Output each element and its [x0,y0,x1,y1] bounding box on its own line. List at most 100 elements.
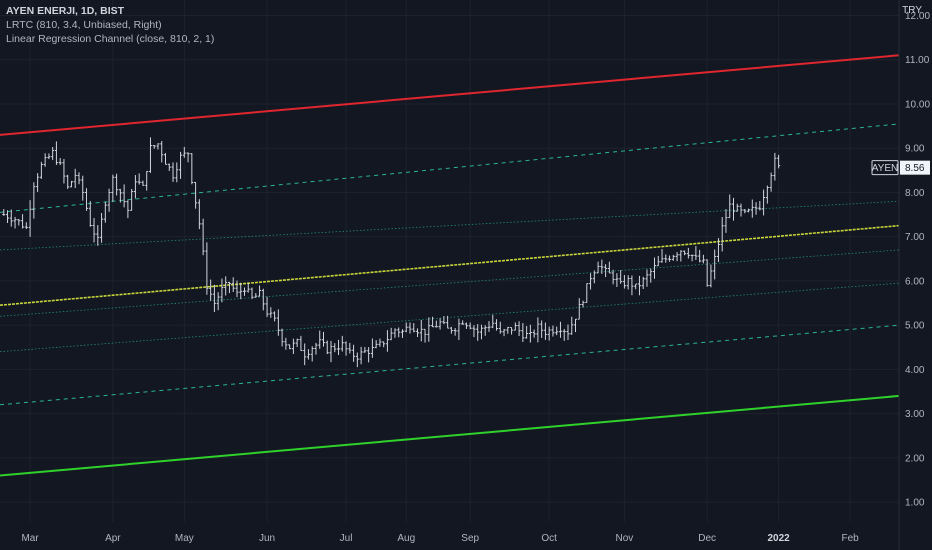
ohlc-bar [171,162,175,182]
ohlc-bar [649,268,653,283]
symbol-tag: AYEN [871,160,899,176]
time-tick-label: Dec [698,533,716,544]
ohlc-bar [382,341,386,348]
ohlc-bar [201,218,205,256]
ohlc-bar [6,210,10,223]
price-tick-label: 5.00 [905,321,925,332]
ohlc-bar [777,154,781,169]
ohlc-bar [525,326,529,339]
symbol-tag-label: AYEN [872,163,899,174]
ohlc-bar [58,158,62,166]
ohlc-bar [62,158,66,184]
ohlc-bar [476,324,480,341]
ohlc-bar [156,143,160,150]
time-tick-label: Sep [461,533,479,544]
time-tick-label: Feb [841,533,859,544]
ohlc-bar [133,175,137,199]
ohlc-bar [513,322,517,331]
ohlc-bar [182,146,186,158]
price-tick-label: 8.00 [905,188,925,199]
regline-lower [0,394,900,477]
ohlc-bar [145,170,149,191]
last-price-label: 8.56 [900,160,930,175]
ohlc-bar [619,270,623,284]
last-price-value: 8.56 [905,163,925,174]
ohlc-bar [769,172,773,192]
ohlc-bar [510,327,514,335]
indicator-lrtc-label[interactable]: LRTC (810, 3.4, Unbiased, Right) [6,19,162,31]
ohlc-bar [536,317,540,343]
ohlc-bar [574,318,578,333]
ohlc-bar [641,276,645,290]
ohlc-bar [160,140,164,163]
price-tick-label: 6.00 [905,276,925,287]
ohlc-bar [318,330,322,349]
ohlc-bar [374,340,378,349]
ohlc-bar [295,338,299,348]
ohlc-bar [675,252,679,262]
price-tick-label: 11.00 [905,55,930,66]
regline-upper [0,54,900,136]
ohlc-bar [731,197,735,221]
ohlc-bar [694,246,698,261]
regline-middle [0,224,900,307]
ohlc-bar [28,200,32,237]
ohlc-bar [337,339,341,356]
time-tick-label: Oct [541,533,557,544]
time-axis[interactable]: Mar Apr May Jun Jul Aug Sep Oct Nov Dec 2022 Feb [21,533,859,544]
ohlc-bar [671,254,675,261]
time-tick-label: Nov [616,533,634,544]
ohlc-bar [668,255,672,262]
ohlc-bar [310,346,314,362]
ohlc-bar [122,184,126,208]
ohlc-bar [739,203,743,217]
ohlc-bar [645,269,649,287]
ohlc-bar [483,325,487,336]
ohlc-bar [367,347,371,363]
ohlc-bar [716,238,720,263]
ohlc-bar [92,218,96,243]
ohlc-bar [299,335,303,352]
ohlc-bar [528,324,532,343]
price-axis[interactable]: 12.00 11.00 10.00 9.00 8.00 7.00 6.00 5.00 4.00 3… [905,11,930,509]
ohlc-bar [81,175,85,201]
time-tick-label: Apr [105,533,121,544]
symbol-title[interactable]: AYEN ENERJI, 1D, BIST [6,5,125,17]
regline-lower-dashed [0,324,900,406]
ohlc-bar [24,222,28,230]
ohlc-bar [344,341,348,356]
ohlc-bar [216,292,220,311]
ohlc-bar [21,214,25,229]
ohlc-bar [446,315,450,329]
ohlc-bar [32,182,36,219]
ohlc-bar [705,259,709,287]
ohlc-bar [423,328,427,343]
regression-channel [0,54,900,477]
ohlc-bar [495,319,499,331]
ohlc-bar [250,287,254,300]
ohlc-bar [100,212,104,243]
ohlc-bar [622,275,626,289]
ohlc-bar [43,153,47,167]
indicator-lrc-label[interactable]: Linear Regression Channel (close, 810, 2… [6,33,215,45]
ohlc-bar [141,180,145,186]
ohlc-bar [352,344,356,362]
ohlc-bar [615,273,619,287]
ohlc-bar [408,322,412,334]
ohlc-bar [363,347,367,353]
ohlc-bar [235,280,239,298]
ohlc-bar [596,261,600,274]
ohlc-bar [258,285,262,297]
ohlc-bar [103,201,107,223]
ohlc-bar [261,288,265,311]
price-tick-label: 10.00 [905,99,930,110]
ohlc-bar [130,188,134,211]
ohlc-bar [735,203,739,212]
price-tick-label: 12.00 [905,11,930,22]
time-tick-label: May [175,533,194,544]
ohlc-bar [585,283,589,303]
ohlc-bar [96,225,100,246]
ohlc-bar [17,218,21,226]
price-tick-label: 4.00 [905,365,925,376]
